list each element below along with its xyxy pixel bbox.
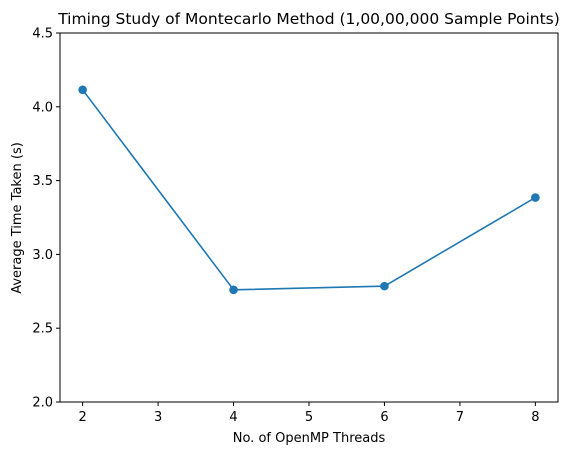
y-tick-label: 3.0 — [32, 248, 53, 263]
x-tick-label: 5 — [305, 410, 313, 425]
series-line — [81, 89, 537, 291]
x-tick-label: 8 — [531, 410, 539, 425]
y-tick-label: 2.0 — [32, 396, 53, 411]
x-tick-label: 3 — [154, 410, 162, 425]
data-point — [229, 285, 238, 295]
y-tick-label: 4.0 — [32, 100, 53, 115]
x-tick-label: 2 — [78, 410, 86, 425]
y-axis-label: Average Time Taken (s) — [10, 142, 25, 294]
axes-frame — [59, 32, 559, 403]
y-tick-label: 3.5 — [32, 174, 53, 189]
data-point — [531, 193, 540, 202]
x-tick-label: 7 — [456, 410, 464, 425]
x-tick-label: 6 — [380, 410, 388, 425]
data-point — [78, 85, 87, 95]
plot-area: 2.0 2.5 3.0 3.5 4.0 4.5 2 3 4 5 6 7 8 — [32, 27, 559, 425]
x-tick-label: 4 — [229, 410, 237, 425]
y-tick-label: 2.5 — [32, 322, 53, 337]
x-axis-label: No. of OpenMP Threads — [233, 431, 386, 446]
chart-title: Timing Study of Montecarlo Method (1,00,… — [57, 10, 560, 28]
y-tick-label: 4.5 — [32, 27, 53, 42]
data-point — [380, 281, 389, 291]
